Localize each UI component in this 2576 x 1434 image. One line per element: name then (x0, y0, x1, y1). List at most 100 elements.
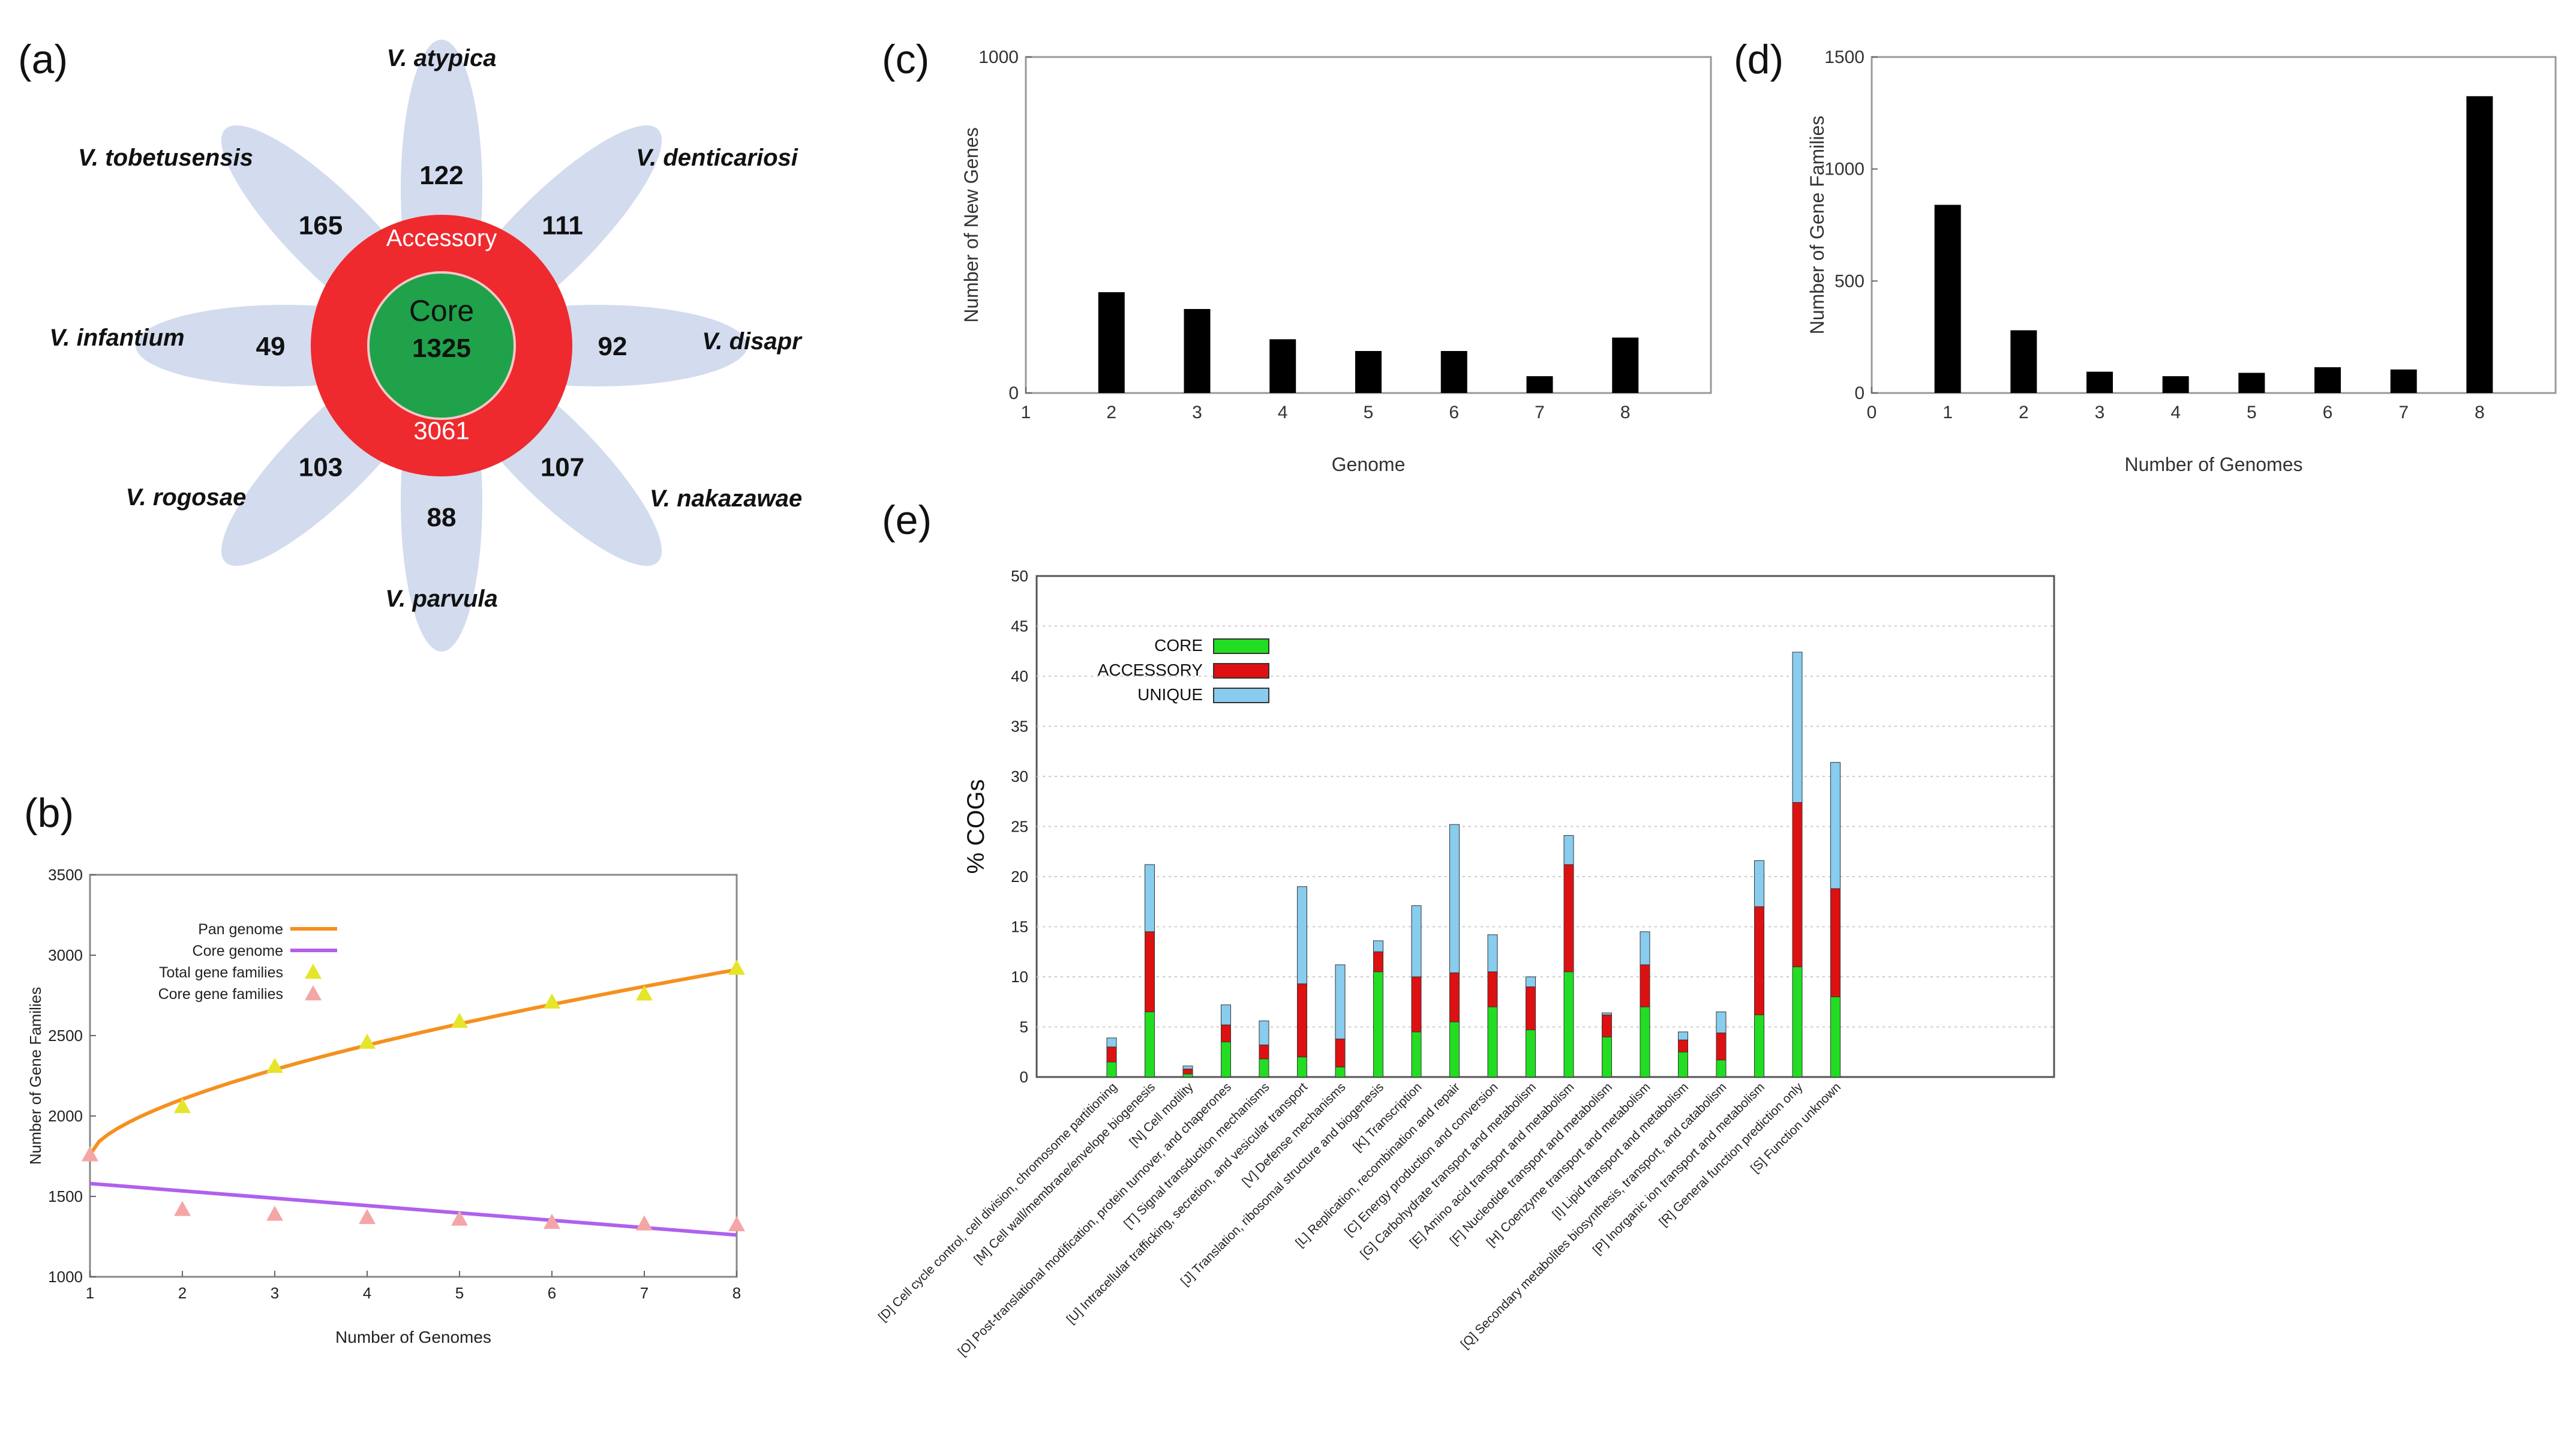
legend-swatch (1213, 688, 1269, 703)
species-label-1: V. atypica (386, 45, 496, 71)
y-axis-label: Number of Gene Families (26, 987, 44, 1165)
category-label: [M] Cell wall/membrane/envelope biogenes… (971, 1080, 1158, 1267)
bar (2010, 330, 2037, 393)
accessory-segment (1221, 1024, 1231, 1043)
y-tick-label: 50 (1011, 567, 1028, 585)
total-gene-family-point (451, 1012, 468, 1028)
accessory-segment (1335, 1039, 1346, 1067)
new-genes-bar-chart: 0 1000 1 2 3 4 5 6 7 8 Genome Number of New Genes (960, 47, 1712, 475)
x-tick-label: 6 (1449, 403, 1459, 422)
unique-segment (1449, 824, 1460, 973)
core-segment (1640, 1006, 1650, 1078)
panel-d-label: (d) (1734, 37, 1784, 82)
unique-segment (1487, 934, 1498, 973)
total-gene-family-point (266, 1057, 283, 1073)
y-tick-label: 1000 (48, 1268, 83, 1286)
unique-segment (1411, 905, 1422, 977)
bar (1355, 351, 1382, 393)
x-tick-label: 1 (1021, 403, 1031, 422)
y-tick-label: 15 (1011, 918, 1028, 936)
x-tick-label: 2 (2019, 403, 2029, 422)
bar (2162, 376, 2189, 393)
y-tick-label: 1500 (1824, 47, 1865, 67)
unique-segment (1297, 886, 1307, 985)
unique-segment (1106, 1037, 1117, 1048)
legend-label: ACCESSORY (1098, 661, 1203, 679)
unique-segment (1830, 762, 1841, 889)
y-axis-label: Number of Gene Families (1806, 116, 1828, 335)
category-label: [K] Transcription (1350, 1080, 1425, 1154)
bar (2238, 373, 2265, 393)
panel-e: (e) 0 5 10 15 20 25 30 35 40 45 50 % COGs [D] Cell c… (876, 497, 2055, 1359)
core-segment (1335, 1066, 1346, 1078)
species-label-4: V. nakazawae (650, 485, 802, 512)
category-label: [G] Carbohydrate transport and metabolis… (1358, 1080, 1539, 1261)
category-label: [R] General function prediction only (1656, 1080, 1806, 1229)
legend-label: Total gene families (159, 964, 283, 981)
petal-count-6: 103 (299, 453, 343, 482)
unique-segment (1526, 976, 1536, 988)
petal-count-3: 92 (598, 332, 628, 361)
accessory-count: 3061 (413, 416, 469, 445)
x-tick-label: 1 (86, 1284, 94, 1302)
bar (1526, 376, 1553, 393)
x-tick-label: 6 (2323, 403, 2333, 422)
x-tick-label: 5 (1364, 403, 1374, 422)
x-tick-label: 5 (455, 1284, 464, 1302)
bar (2390, 369, 2417, 393)
x-tick-label: 7 (2398, 403, 2409, 422)
panel-b: (b) 1000 1500 2000 2500 3000 3500 1 2 3 4 5 6 7 8 Numb… (24, 790, 745, 1346)
accessory-segment (1449, 972, 1460, 1022)
x-tick-label: 3 (2095, 403, 2105, 422)
accessory-segment (1411, 976, 1422, 1033)
panel-b-label: (b) (24, 790, 74, 836)
y-tick-label: 25 (1011, 818, 1028, 836)
legend-swatch (305, 985, 322, 1001)
species-label-3: V. disapr (702, 328, 803, 355)
unique-segment (1221, 1004, 1231, 1025)
accessory-segment (1106, 1046, 1117, 1063)
core-gene-family-point (82, 1146, 98, 1162)
x-tick-label: 1 (1942, 403, 1953, 422)
y-tick-label: 3000 (48, 946, 83, 964)
core-segment (1678, 1051, 1688, 1078)
panel-d: (d) 0 500 1000 1500 0 1 2 3 4 5 6 7 8 Number of Genom… (1734, 37, 2557, 475)
legend-swatch (305, 964, 322, 979)
accessory-segment (1754, 906, 1764, 1015)
core-segment (1487, 1006, 1498, 1078)
core-gene-family-point (636, 1215, 653, 1231)
x-tick-label: 8 (1620, 403, 1631, 422)
total-gene-family-point (174, 1097, 191, 1114)
core-label: Core (409, 294, 474, 328)
accessory-segment (1563, 864, 1574, 973)
y-tick-label: 20 (1011, 868, 1028, 886)
accessory-segment (1640, 964, 1650, 1007)
legend-label: UNIQUE (1137, 685, 1203, 704)
core-gene-family-point (174, 1201, 191, 1216)
core-segment (1449, 1021, 1460, 1078)
y-tick-label: 2000 (48, 1107, 83, 1125)
accessory-segment (1716, 1033, 1727, 1061)
x-tick-label: 3 (271, 1284, 279, 1302)
species-label-5: V. parvula (385, 586, 498, 612)
plot-frame (1871, 56, 2557, 394)
core-segment (1563, 971, 1574, 1078)
panel-a: (a) Accessory 3061 Core 1325 122 V. atypica 11… (18, 37, 803, 652)
accessory-segment (1526, 986, 1536, 1031)
bar (2086, 371, 2113, 393)
plot-frame (89, 874, 738, 1278)
accessory-segment (1792, 802, 1803, 967)
core-count: 1325 (412, 334, 471, 363)
core-segment (1526, 1030, 1536, 1078)
legend-swatch (1213, 638, 1269, 654)
unique-segment (1145, 864, 1155, 932)
core-gene-family-point (728, 1216, 745, 1232)
accessory-segment (1373, 951, 1383, 973)
y-tick-label: 500 (1835, 271, 1865, 291)
y-tick-label: 10 (1011, 968, 1028, 986)
y-tick-label: 2500 (48, 1027, 83, 1045)
petal-count-5: 88 (427, 503, 457, 532)
species-label-2: V. denticariosi (636, 145, 798, 171)
species-label-8: V. tobetusensis (78, 145, 253, 171)
core-circle (367, 271, 516, 420)
